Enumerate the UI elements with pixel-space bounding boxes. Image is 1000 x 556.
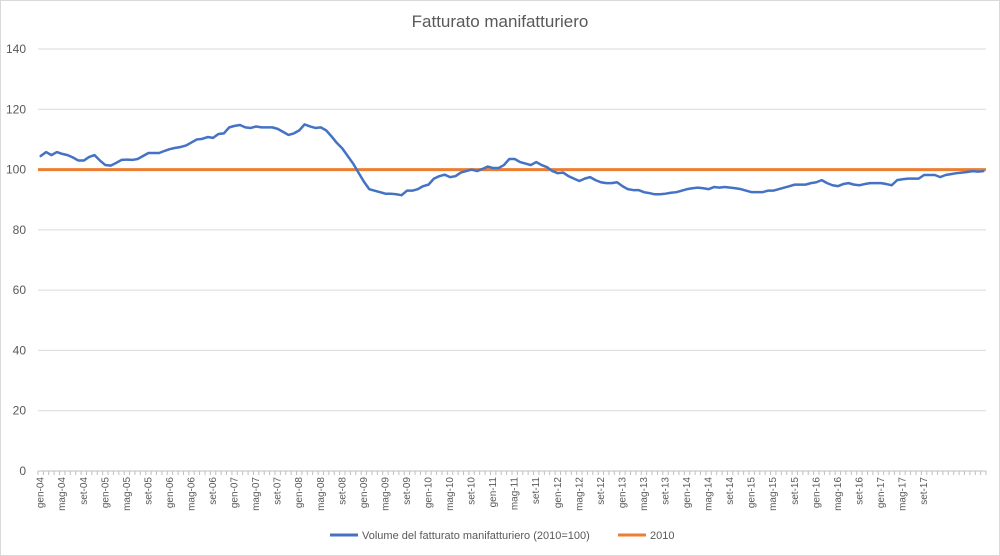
x-tick-label: set-15 [790,477,801,505]
x-tick-label: gen-04 [36,477,47,509]
x-tick-label: gen-12 [553,477,564,509]
x-tick-label: mag-15 [768,477,779,511]
y-tick-label: 20 [13,404,27,418]
x-tick-label: mag-04 [57,477,68,511]
y-tick-label: 80 [13,223,27,237]
series-line-volume [39,123,985,197]
x-tick-label: gen-10 [424,477,435,509]
y-tick-label: 60 [13,283,27,297]
series-lines [38,123,986,197]
x-tick-label: set-13 [661,477,672,505]
y-tick-label: 120 [6,102,26,116]
x-tick-label: gen-15 [747,477,758,509]
x-tick-label: set-06 [208,477,219,505]
x-tick-label: mag-10 [445,477,456,511]
y-tick-label: 140 [6,42,26,56]
legend-label-volume: Volume del fatturato manifatturiero (201… [362,530,590,542]
x-tick-label: gen-09 [359,477,370,509]
x-tick-label: gen-16 [811,477,822,509]
x-tick-label: mag-14 [704,477,715,511]
x-tick-label: set-12 [596,477,607,505]
y-tick-label: 40 [13,343,27,357]
x-tick-label: gen-13 [617,477,628,509]
x-tick-label: set-11 [531,477,542,504]
chart-title: Fatturato manifatturiero [412,12,589,31]
x-tick-label: gen-05 [100,477,111,509]
x-tick-label: set-07 [273,477,284,505]
x-tick-label: mag-16 [833,477,844,511]
x-tick-label: set-10 [467,477,478,505]
x-axis: gen-04 mag-04 set-04 gen-05 mag-05 set-05 gen-… [36,470,987,511]
x-tick-label: gen-07 [230,477,241,509]
x-tick-label: mag-06 [187,477,198,511]
x-tick-label: gen-06 [165,477,176,509]
x-tick-label: gen-08 [294,477,305,509]
x-tick-label: mag-08 [316,477,327,511]
x-tick-label: gen-14 [682,477,693,509]
x-tick-label: set-09 [402,477,413,505]
x-tick-label: set-05 [143,477,154,505]
x-tick-label: set-08 [337,477,348,505]
x-tick-label: mag-17 [898,477,909,511]
y-tick-label: 0 [19,464,26,478]
legend: Volume del fatturato manifatturiero (201… [330,530,674,542]
x-tick-label: mag-07 [251,477,262,511]
x-tick-label: set-04 [79,477,90,505]
x-tick-label: gen-17 [876,477,887,509]
x-tick-label: mag-12 [574,477,585,511]
x-tick-label: gen-11 [488,477,499,508]
y-tick-label: 100 [6,163,26,177]
y-axis-tick-labels: 0 20 40 60 80 100 120 140 [6,42,26,478]
x-tick-label: mag-05 [122,477,133,511]
x-tick-label: mag-09 [380,477,391,511]
x-tick-label: mag-11 [510,477,521,511]
x-tick-label: set-17 [919,477,930,505]
x-tick-label: set-16 [854,477,865,505]
x-tick-label: mag-13 [639,477,650,511]
x-tick-label: set-14 [725,477,736,505]
gridlines [38,48,986,412]
legend-label-2010: 2010 [650,530,674,542]
